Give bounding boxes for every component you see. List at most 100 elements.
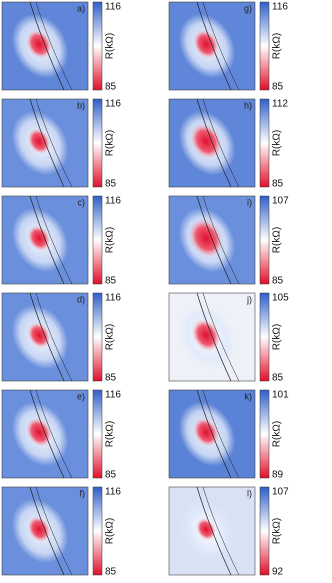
electrode-line (196, 389, 232, 479)
panel-label: a) (77, 3, 85, 13)
colorbar-min: 85 (105, 276, 117, 287)
colorbar-unit: R(kΩ) (105, 324, 116, 350)
panel-label: l) (247, 488, 252, 498)
colorbar-min: 85 (272, 373, 284, 384)
colorbar (92, 98, 103, 188)
colorbar-min: 85 (272, 276, 284, 287)
colorbar (92, 292, 103, 382)
panel: f) 116 85 R(kΩ) (1, 486, 121, 578)
electrode-line (29, 292, 65, 382)
colorbar-unit: R(kΩ) (105, 518, 116, 544)
colorbar-min: 85 (272, 82, 284, 93)
panel: a) 116 85 R(kΩ) (1, 1, 121, 93)
colorbar-unit: R(kΩ) (105, 421, 116, 447)
core (27, 225, 51, 252)
core (196, 518, 216, 541)
colorbar-max: 116 (105, 293, 121, 304)
panel: i) 107 85 R(kΩ) (168, 195, 289, 287)
colorbar-max: 112 (272, 99, 288, 110)
colorbar (259, 1, 270, 91)
core (26, 29, 52, 59)
colorbar-unit: R(kΩ) (272, 130, 283, 156)
colorbar-unit: R(kΩ) (272, 324, 283, 350)
colorbar (92, 389, 103, 479)
electrode-line (196, 486, 232, 576)
electrode-line (35, 389, 73, 479)
colorbar-unit: R(kΩ) (105, 227, 116, 253)
colorbar (259, 98, 270, 188)
electrode-line (35, 292, 73, 382)
panel: d) 116 85 R(kΩ) (1, 292, 121, 384)
panel-label: h) (244, 100, 252, 110)
colorbar-min: 85 (105, 82, 117, 93)
electrode-line (202, 195, 240, 285)
electrode-line (196, 292, 232, 382)
core (27, 128, 51, 155)
core (190, 123, 222, 159)
electrode-line (202, 389, 240, 479)
core (191, 319, 221, 352)
panel: l) 107 92 R(kΩ) (168, 486, 289, 578)
colorbar-max: 105 (272, 293, 289, 304)
electrode-line (202, 98, 240, 188)
electrode-line (35, 98, 73, 188)
colorbar-max: 101 (272, 390, 289, 401)
electrode-line (202, 292, 240, 382)
panel-label: f) (80, 488, 86, 498)
colorbar (259, 486, 270, 576)
core (193, 29, 219, 59)
panel-label: b) (77, 100, 85, 110)
electrode-line (29, 1, 65, 91)
core (27, 516, 51, 543)
colorbar-max: 116 (105, 487, 121, 498)
panel: b) 116 85 R(kΩ) (1, 98, 121, 190)
colorbar (259, 195, 270, 285)
panel-label: k) (245, 391, 253, 401)
electrode-line (202, 486, 240, 576)
colorbar-unit: R(kΩ) (105, 130, 116, 156)
panel-label: j) (246, 294, 252, 304)
panel-label: e) (77, 391, 85, 401)
colorbar (259, 292, 270, 382)
colorbar-unit: R(kΩ) (272, 227, 283, 253)
electrode-line (196, 98, 232, 188)
colorbar-min: 85 (105, 373, 117, 384)
panel: e) 116 85 R(kΩ) (1, 389, 121, 481)
panel-label: i) (247, 197, 252, 207)
panel: k) 101 89 R(kΩ) (168, 389, 289, 481)
colorbar-max: 107 (272, 487, 289, 498)
panel-label: g) (244, 3, 252, 13)
core (193, 417, 219, 447)
panel: h) 112 85 R(kΩ) (168, 98, 288, 190)
colorbar (92, 195, 103, 285)
colorbar-min: 85 (105, 179, 117, 190)
core (26, 417, 52, 447)
colorbar-unit: R(kΩ) (272, 518, 283, 544)
colorbar-max: 116 (105, 99, 121, 110)
colorbar (92, 486, 103, 576)
colorbar-min: 85 (272, 179, 284, 190)
colorbar-unit: R(kΩ) (272, 33, 283, 59)
electrode-line (29, 389, 65, 479)
colorbar-max: 107 (272, 196, 289, 207)
colorbar-unit: R(kΩ) (272, 421, 283, 447)
colorbar-min: 92 (272, 567, 284, 578)
core (27, 322, 51, 349)
electrode-line (29, 98, 65, 188)
panel-label: d) (77, 294, 85, 304)
colorbar-max: 116 (105, 196, 121, 207)
electrode-line (29, 195, 65, 285)
electrode-line (35, 1, 73, 91)
panel: g) 116 85 R(kΩ) (168, 1, 288, 93)
electrode-line (35, 195, 73, 285)
electrode-line (29, 486, 65, 576)
electrode-line (202, 1, 240, 91)
colorbar-min: 85 (105, 567, 117, 578)
colorbar-min: 89 (272, 470, 284, 481)
electrode-line (196, 1, 232, 91)
colorbar-max: 116 (105, 2, 121, 13)
electrode-line (35, 486, 73, 576)
electrode-line (196, 195, 232, 285)
colorbar-max: 116 (105, 390, 121, 401)
